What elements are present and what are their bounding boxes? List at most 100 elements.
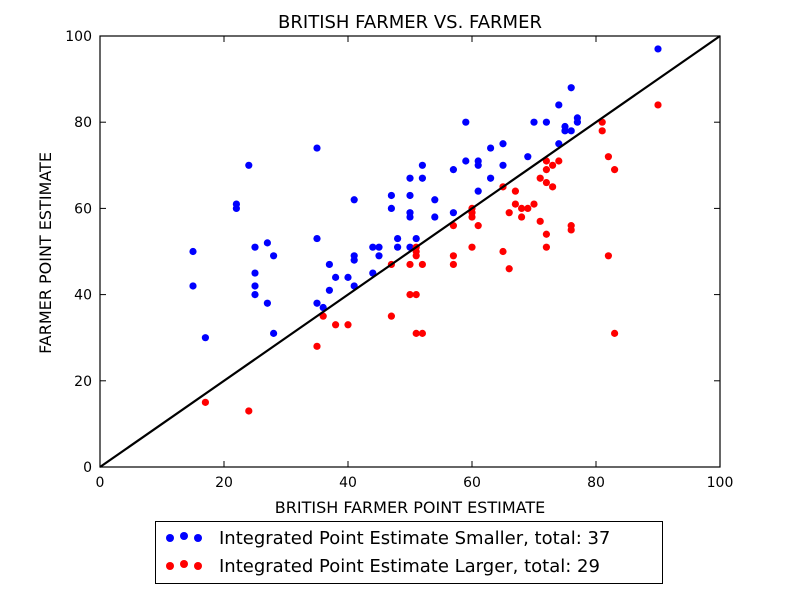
red-point (598, 127, 606, 135)
red-point (611, 166, 619, 174)
blue-point (375, 252, 383, 260)
red-point (201, 398, 209, 406)
red-point (418, 329, 426, 337)
diagonal-reference-line (99, 35, 721, 468)
red-point (313, 342, 321, 350)
blue-point (375, 243, 383, 251)
blue-point (542, 118, 551, 126)
blue-point (474, 187, 482, 195)
y-tick-label: 20 (74, 374, 92, 390)
blue-point (487, 144, 495, 152)
x-tick-label: 80 (587, 475, 605, 491)
blue-point (189, 282, 197, 290)
blue-point (406, 174, 414, 182)
y-axis-label: FARMER POINT ESTIMATE (36, 152, 55, 354)
blue-point (270, 252, 278, 260)
blue-point (251, 282, 259, 290)
legend-marker-blue (166, 532, 206, 546)
blue-point (412, 234, 420, 243)
red-point (536, 217, 544, 225)
red-point (468, 243, 476, 251)
blue-point (394, 234, 402, 243)
x-tick-label: 60 (463, 475, 481, 491)
blue-point (449, 209, 457, 217)
blue-point (499, 140, 507, 148)
x-tick-label: 40 (339, 475, 357, 491)
blue-point (449, 166, 457, 174)
blue-point (325, 260, 333, 269)
blue-point (189, 247, 197, 256)
blue-point (270, 329, 278, 337)
red-point (567, 226, 575, 234)
red-point (654, 101, 662, 109)
blue-point (313, 234, 321, 243)
red-point (245, 407, 253, 415)
red-point (604, 153, 613, 161)
blue-point (263, 299, 271, 307)
red-point (542, 166, 551, 174)
blue-point (573, 118, 582, 126)
blue-point (394, 243, 402, 251)
legend-entry-larger: Integrated Point Estimate Larger, total:… (156, 553, 662, 581)
blue-point (431, 213, 439, 221)
red-point (505, 265, 513, 273)
blue-point (232, 204, 240, 212)
blue-point (567, 127, 575, 135)
blue-point (325, 286, 333, 294)
blue-point (462, 157, 470, 165)
red-point (412, 329, 420, 337)
blue-point (474, 161, 482, 169)
blue-point (418, 174, 426, 182)
blue-point (487, 174, 495, 182)
blue-point (263, 239, 271, 247)
legend-label-larger: Integrated Point Estimate Larger, total:… (219, 556, 600, 577)
blue-point (561, 127, 569, 135)
red-point (387, 312, 395, 320)
red-point (449, 260, 457, 269)
blue-point (201, 334, 209, 342)
blue-point (251, 269, 259, 277)
red-point (511, 200, 519, 208)
blue-point (524, 153, 532, 161)
red-point (418, 260, 426, 269)
red-point (412, 291, 420, 299)
red-point (530, 200, 538, 208)
blue-point (245, 161, 253, 169)
x-tick-label: 0 (96, 475, 105, 491)
red-point (542, 178, 551, 187)
blue-point (387, 204, 395, 212)
red-point (412, 252, 420, 260)
blue-point (251, 291, 259, 299)
blue-point (369, 243, 377, 251)
red-point (474, 222, 482, 230)
red-point (524, 204, 532, 212)
blue-point (406, 213, 414, 221)
red-point (499, 247, 507, 256)
blue-point (332, 273, 340, 281)
red-point (542, 230, 551, 238)
blue-point (350, 196, 358, 204)
x-tick-label: 20 (215, 475, 233, 491)
red-point (468, 213, 476, 221)
red-point (332, 321, 340, 329)
red-point (344, 321, 352, 329)
legend: Integrated Point Estimate Smaller, total… (155, 521, 663, 584)
blue-point (567, 84, 575, 92)
legend-marker-red (166, 560, 206, 574)
blue-point (313, 299, 321, 307)
blue-point (350, 256, 358, 264)
blue-point (499, 161, 507, 169)
y-tick-label: 100 (65, 29, 92, 45)
x-axis-label: BRITISH FARMER POINT ESTIMATE (275, 498, 545, 517)
y-tick-label: 40 (74, 288, 92, 304)
red-point (542, 243, 551, 251)
blue-point (344, 273, 352, 281)
red-point (555, 157, 563, 165)
legend-entry-smaller: Integrated Point Estimate Smaller, total… (156, 525, 662, 553)
red-point (536, 174, 544, 182)
chart-title: BRITISH FARMER VS. FARMER (278, 12, 542, 33)
blue-point (462, 118, 470, 126)
red-point (549, 161, 557, 169)
blue-point (387, 191, 395, 200)
